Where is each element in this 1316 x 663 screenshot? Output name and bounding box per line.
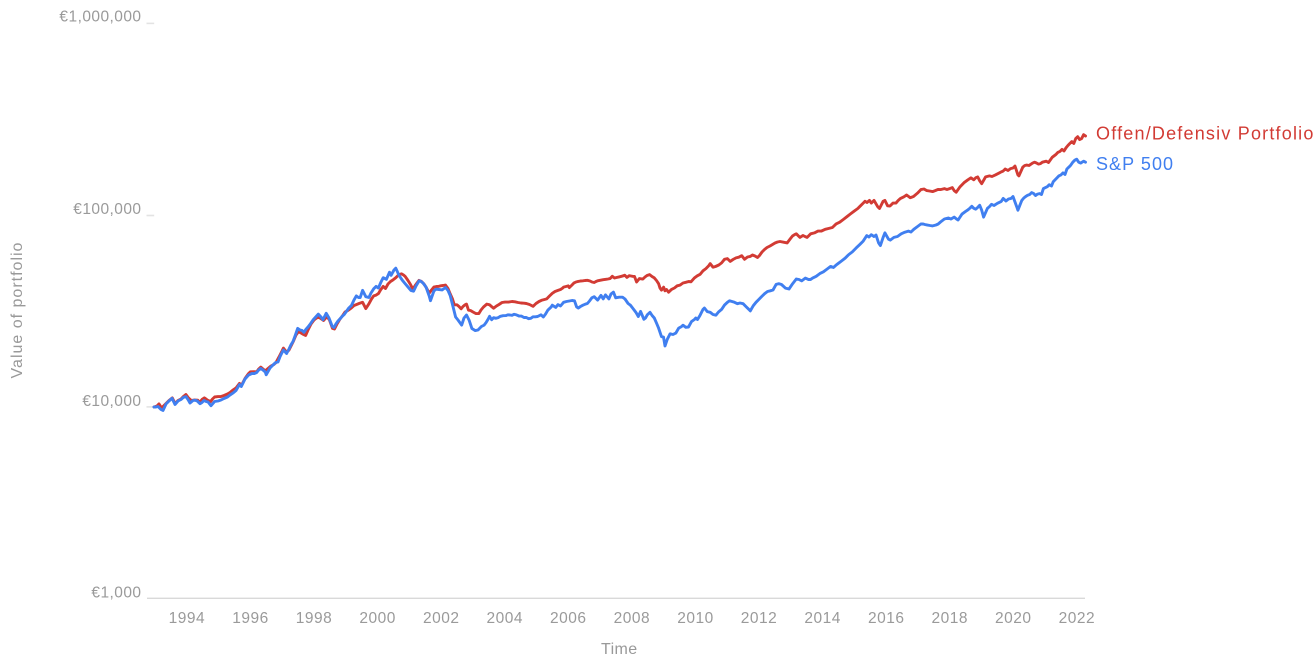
svg-text:€1,000: €1,000 [91,585,141,602]
svg-text:€100,000: €100,000 [73,201,141,218]
svg-text:Value of portfolio: Value of portfolio [9,242,26,379]
svg-text:1994: 1994 [169,610,205,627]
svg-text:2016: 2016 [868,610,904,627]
svg-text:2008: 2008 [614,610,650,627]
svg-text:2014: 2014 [804,610,840,627]
svg-text:2010: 2010 [677,610,713,627]
svg-text:2022: 2022 [1059,610,1095,627]
svg-text:1996: 1996 [232,610,268,627]
svg-text:1998: 1998 [296,610,332,627]
svg-text:Offen/Defensiv Portfolio: Offen/Defensiv Portfolio [1096,124,1315,144]
svg-text:2002: 2002 [423,610,459,627]
svg-text:Time: Time [601,641,638,658]
svg-text:2000: 2000 [359,610,395,627]
svg-text:€10,000: €10,000 [82,393,141,410]
svg-text:2018: 2018 [931,610,967,627]
svg-text:2006: 2006 [550,610,586,627]
svg-text:2012: 2012 [741,610,777,627]
svg-text:S&P 500: S&P 500 [1096,154,1174,174]
svg-text:2004: 2004 [487,610,523,627]
svg-text:€1,000,000: €1,000,000 [59,9,141,26]
svg-text:2020: 2020 [995,610,1031,627]
